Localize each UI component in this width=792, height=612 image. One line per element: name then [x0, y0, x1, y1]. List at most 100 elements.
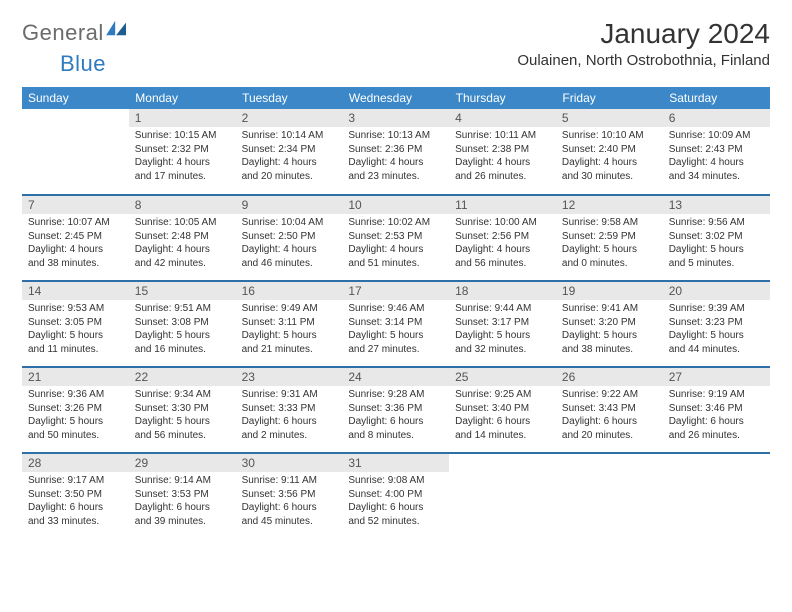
day-detail-line: Daylight: 5 hours [135, 329, 230, 343]
calendar-day-cell: 17Sunrise: 9:46 AMSunset: 3:14 PMDayligh… [342, 281, 449, 367]
day-detail-line: Daylight: 5 hours [135, 415, 230, 429]
calendar-table: SundayMondayTuesdayWednesdayThursdayFrid… [22, 87, 770, 539]
day-detail-line: and 20 minutes. [562, 429, 657, 443]
day-number: 14 [22, 282, 129, 300]
day-detail-line: Daylight: 6 hours [348, 501, 443, 515]
day-detail-line: and 21 minutes. [242, 343, 337, 357]
day-details: Sunrise: 9:11 AMSunset: 3:56 PMDaylight:… [236, 472, 343, 532]
calendar-day-cell: 2Sunrise: 10:14 AMSunset: 2:34 PMDayligh… [236, 109, 343, 195]
day-detail-line: Sunset: 2:50 PM [242, 230, 337, 244]
day-detail-line: and 14 minutes. [455, 429, 550, 443]
day-detail-line: Sunset: 3:40 PM [455, 402, 550, 416]
day-detail-line: Sunrise: 9:56 AM [669, 216, 764, 230]
day-details: Sunrise: 10:13 AMSunset: 2:36 PMDaylight… [342, 127, 449, 187]
weekday-header: Monday [129, 87, 236, 109]
day-detail-line: Daylight: 4 hours [28, 243, 123, 257]
day-detail-line: Daylight: 6 hours [242, 501, 337, 515]
day-detail-line: Daylight: 4 hours [242, 156, 337, 170]
day-detail-line: Sunrise: 9:17 AM [28, 474, 123, 488]
calendar-week-row: 7Sunrise: 10:07 AMSunset: 2:45 PMDayligh… [22, 195, 770, 281]
calendar-day-cell: 29Sunrise: 9:14 AMSunset: 3:53 PMDayligh… [129, 453, 236, 539]
calendar-day-cell: 30Sunrise: 9:11 AMSunset: 3:56 PMDayligh… [236, 453, 343, 539]
day-number: 24 [342, 368, 449, 386]
day-detail-line: Sunrise: 9:14 AM [135, 474, 230, 488]
day-detail-line: Daylight: 4 hours [455, 156, 550, 170]
day-detail-line: Daylight: 5 hours [669, 243, 764, 257]
day-detail-line: Sunset: 3:20 PM [562, 316, 657, 330]
title-block: January 2024 Oulainen, North Ostrobothni… [517, 18, 770, 69]
day-detail-line: Sunrise: 9:36 AM [28, 388, 123, 402]
day-number: 19 [556, 282, 663, 300]
calendar-week-row: 14Sunrise: 9:53 AMSunset: 3:05 PMDayligh… [22, 281, 770, 367]
day-detail-line: and 26 minutes. [455, 170, 550, 184]
day-detail-line: Sunrise: 10:05 AM [135, 216, 230, 230]
day-detail-line: Sunset: 2:59 PM [562, 230, 657, 244]
day-number: 15 [129, 282, 236, 300]
logo-flag-icon [106, 19, 128, 37]
day-details: Sunrise: 10:09 AMSunset: 2:43 PMDaylight… [663, 127, 770, 187]
day-number: 17 [342, 282, 449, 300]
day-details: Sunrise: 10:05 AMSunset: 2:48 PMDaylight… [129, 214, 236, 274]
day-details: Sunrise: 9:22 AMSunset: 3:43 PMDaylight:… [556, 386, 663, 446]
day-detail-line: Sunrise: 10:02 AM [348, 216, 443, 230]
day-detail-line: Sunset: 2:32 PM [135, 143, 230, 157]
day-detail-line: and 45 minutes. [242, 515, 337, 529]
day-detail-line: Daylight: 5 hours [562, 329, 657, 343]
calendar-day-cell: 14Sunrise: 9:53 AMSunset: 3:05 PMDayligh… [22, 281, 129, 367]
calendar-day-cell [556, 453, 663, 539]
day-detail-line: and 17 minutes. [135, 170, 230, 184]
day-detail-line: Sunrise: 9:41 AM [562, 302, 657, 316]
weekday-header-row: SundayMondayTuesdayWednesdayThursdayFrid… [22, 87, 770, 109]
day-number: 28 [22, 454, 129, 472]
day-details: Sunrise: 9:36 AMSunset: 3:26 PMDaylight:… [22, 386, 129, 446]
day-detail-line: and 11 minutes. [28, 343, 123, 357]
day-details: Sunrise: 9:53 AMSunset: 3:05 PMDaylight:… [22, 300, 129, 360]
weekday-header: Tuesday [236, 87, 343, 109]
day-number: 3 [342, 109, 449, 127]
day-detail-line: Sunrise: 9:53 AM [28, 302, 123, 316]
day-detail-line: Daylight: 6 hours [242, 415, 337, 429]
calendar-day-cell: 23Sunrise: 9:31 AMSunset: 3:33 PMDayligh… [236, 367, 343, 453]
day-details: Sunrise: 9:44 AMSunset: 3:17 PMDaylight:… [449, 300, 556, 360]
day-detail-line: Sunrise: 10:11 AM [455, 129, 550, 143]
day-details: Sunrise: 9:46 AMSunset: 3:14 PMDaylight:… [342, 300, 449, 360]
calendar-page: General January 2024 Oulainen, North Ost… [0, 0, 792, 549]
weekday-header: Saturday [663, 87, 770, 109]
day-detail-line: and 33 minutes. [28, 515, 123, 529]
day-detail-line: Sunset: 3:17 PM [455, 316, 550, 330]
day-detail-line: and 5 minutes. [669, 257, 764, 271]
calendar-day-cell: 24Sunrise: 9:28 AMSunset: 3:36 PMDayligh… [342, 367, 449, 453]
day-detail-line: and 0 minutes. [562, 257, 657, 271]
day-number: 13 [663, 196, 770, 214]
day-detail-line: Sunset: 2:56 PM [455, 230, 550, 244]
day-number: 21 [22, 368, 129, 386]
day-number: 27 [663, 368, 770, 386]
day-detail-line: Sunset: 2:53 PM [348, 230, 443, 244]
day-detail-line: Daylight: 5 hours [669, 329, 764, 343]
day-number: 31 [342, 454, 449, 472]
day-detail-line: Sunset: 3:23 PM [669, 316, 764, 330]
day-detail-line: and 30 minutes. [562, 170, 657, 184]
day-details: Sunrise: 9:19 AMSunset: 3:46 PMDaylight:… [663, 386, 770, 446]
day-number: 5 [556, 109, 663, 127]
day-detail-line: Sunrise: 9:49 AM [242, 302, 337, 316]
day-details: Sunrise: 9:31 AMSunset: 3:33 PMDaylight:… [236, 386, 343, 446]
day-detail-line: Sunset: 2:36 PM [348, 143, 443, 157]
day-detail-line: Daylight: 6 hours [28, 501, 123, 515]
day-detail-line: Daylight: 4 hours [669, 156, 764, 170]
day-detail-line: Sunrise: 9:46 AM [348, 302, 443, 316]
day-detail-line: Daylight: 4 hours [242, 243, 337, 257]
calendar-day-cell: 28Sunrise: 9:17 AMSunset: 3:50 PMDayligh… [22, 453, 129, 539]
calendar-day-cell: 25Sunrise: 9:25 AMSunset: 3:40 PMDayligh… [449, 367, 556, 453]
day-detail-line: and 56 minutes. [455, 257, 550, 271]
calendar-week-row: 21Sunrise: 9:36 AMSunset: 3:26 PMDayligh… [22, 367, 770, 453]
day-details: Sunrise: 9:39 AMSunset: 3:23 PMDaylight:… [663, 300, 770, 360]
day-detail-line: Sunrise: 9:28 AM [348, 388, 443, 402]
day-details: Sunrise: 9:25 AMSunset: 3:40 PMDaylight:… [449, 386, 556, 446]
weekday-header: Wednesday [342, 87, 449, 109]
day-detail-line: Sunset: 2:40 PM [562, 143, 657, 157]
day-detail-line: Daylight: 6 hours [562, 415, 657, 429]
calendar-day-cell: 31Sunrise: 9:08 AMSunset: 4:00 PMDayligh… [342, 453, 449, 539]
day-detail-line: Daylight: 4 hours [348, 243, 443, 257]
day-details: Sunrise: 9:56 AMSunset: 3:02 PMDaylight:… [663, 214, 770, 274]
